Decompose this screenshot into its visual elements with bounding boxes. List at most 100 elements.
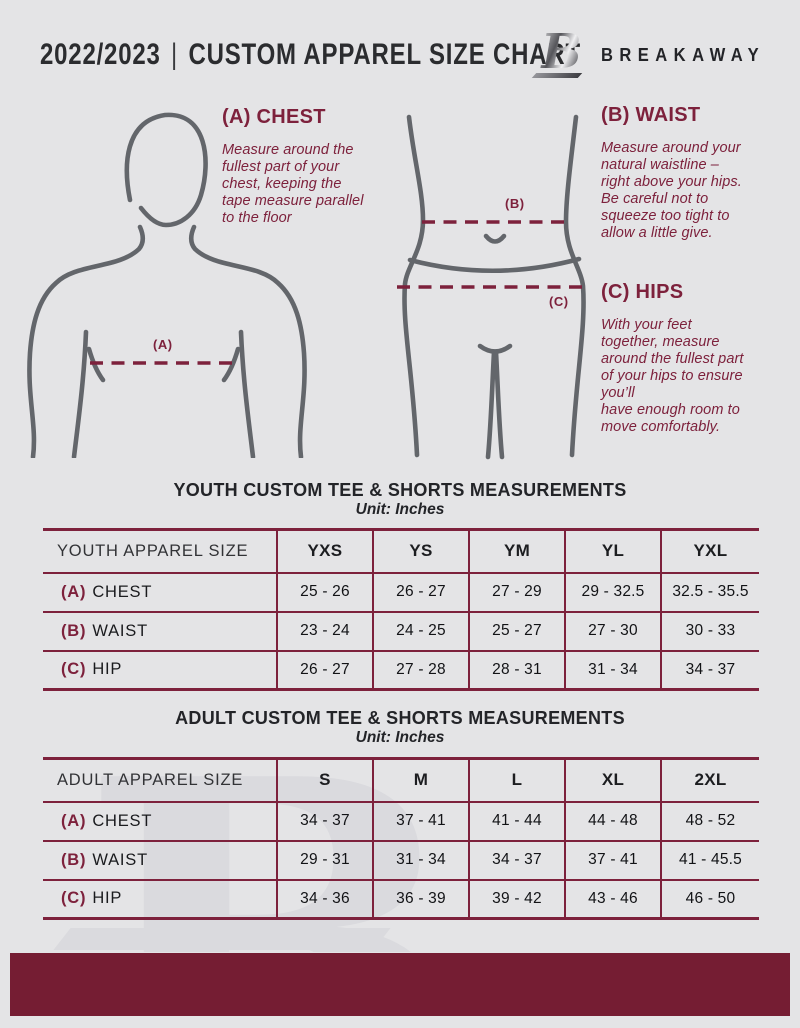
row-title: WAIST [92, 621, 148, 640]
adult-table-title: ADULT CUSTOM TEE & SHORTS MEASUREMENTS [175, 708, 625, 728]
waist-instructions: (B) WAIST Measure around your natural wa… [601, 104, 800, 242]
logo-b-letter: B [536, 24, 597, 80]
youth-col-ys: YS [372, 529, 469, 573]
figure-navel [483, 233, 507, 244]
measurement-cell: 44 - 48 [564, 801, 661, 841]
measurement-cell: 27 - 28 [372, 650, 469, 690]
row-prefix: (A) [61, 811, 87, 830]
adult-col-s: S [276, 758, 373, 802]
hips-heading: (C) HIPS [601, 281, 684, 303]
row-prefix: (C) [61, 889, 87, 908]
waist-body-text: Measure around your natural waistline – … [601, 140, 742, 241]
title-year: 2022/2023 [40, 38, 161, 71]
row-title: HIP [92, 889, 123, 908]
measurement-cell: 27 - 29 [468, 572, 565, 612]
measurement-cell: 34 - 37 [468, 840, 565, 880]
measurement-cell: 34 - 37 [660, 650, 759, 690]
adult-waist-row: (B) WAIST 29 - 31 31 - 34 34 - 37 37 - 41… [43, 840, 759, 880]
measurement-cell: 25 - 26 [276, 572, 373, 612]
chest-body-text: Measure around the fullest part of your … [222, 142, 364, 226]
figure-head [124, 112, 208, 228]
figure-right-armpit-crease [221, 346, 241, 383]
watermark-underline [53, 928, 391, 950]
waist-heading: (B) WAIST [601, 104, 701, 126]
hips-line-label: (C) [549, 294, 569, 309]
adult-col-l: L [468, 758, 565, 802]
youth-size-table: YOUTH APPAREL SIZE YXS YS YM YL YXL (A) C… [43, 528, 759, 691]
youth-waist-row: (B) WAIST 23 - 24 24 - 25 25 - 27 27 - 30… [43, 611, 759, 651]
adult-size-table: ADULT APPAREL SIZE S M L XL 2XL (A) CHEST… [43, 757, 759, 920]
measurement-cell: 34 - 36 [276, 879, 373, 919]
figure-right-shoulder-arm [188, 224, 307, 458]
measurement-cell: 36 - 39 [372, 879, 469, 919]
measurement-cell: 34 - 37 [276, 801, 373, 841]
youth-header-row: YOUTH APPAREL SIZE YXS YS YM YL YXL [43, 529, 759, 573]
measurement-cell: 30 - 33 [660, 611, 759, 651]
measurement-cell: 26 - 27 [372, 572, 469, 612]
title-text: CUSTOM APPAREL SIZE CHART [188, 38, 581, 71]
measurement-cell: 46 - 50 [660, 879, 759, 919]
measurement-cell: 32.5 - 35.5 [660, 572, 759, 612]
measurement-cell: 28 - 31 [468, 650, 565, 690]
row-prefix: (C) [61, 660, 87, 679]
measurement-cell: 31 - 34 [372, 840, 469, 880]
measurement-cell: 41 - 44 [468, 801, 565, 841]
adult-col-m: M [372, 758, 469, 802]
adult-chest-row: (A) CHEST 34 - 37 37 - 41 41 - 44 44 - 48… [43, 801, 759, 841]
measurement-cell: 27 - 30 [564, 611, 661, 651]
row-title: HIP [92, 660, 123, 679]
adult-header-row: ADULT APPAREL SIZE S M L XL 2XL [43, 758, 759, 802]
row-title: CHEST [92, 582, 153, 601]
figure-right-inner-arm [238, 329, 256, 458]
youth-col-yxl: YXL [660, 529, 759, 573]
measurement-cell: 29 - 31 [276, 840, 373, 880]
measurement-cell: 37 - 41 [564, 840, 661, 880]
figure-right-side [563, 114, 586, 458]
brand-name: BREAKAWAY [601, 45, 766, 65]
adult-col-xl: XL [564, 758, 661, 802]
youth-chest-row: (A) CHEST 25 - 26 26 - 27 27 - 29 29 - 32… [43, 572, 759, 612]
footer-bar [10, 953, 790, 1016]
figure-left-inner-leg [485, 349, 497, 460]
youth-col-ym: YM [468, 529, 565, 573]
figure-left-shoulder-arm [27, 224, 146, 458]
measurement-cell: 37 - 41 [372, 801, 469, 841]
figure-left-side [402, 114, 426, 458]
chest-instructions: (A) CHEST Measure around the fullest par… [222, 106, 422, 227]
row-prefix: (B) [61, 621, 87, 640]
measurement-cell: 25 - 27 [468, 611, 565, 651]
row-title: WAIST [92, 850, 148, 869]
measurement-cell: 26 - 27 [276, 650, 373, 690]
row-prefix: (B) [61, 850, 87, 869]
waist-line-label: (B) [505, 196, 525, 211]
waist-hips-figure-illustration [397, 114, 587, 460]
page-title: 2022/2023 | CUSTOM APPAREL SIZE CHART [40, 38, 581, 72]
adult-table-unit: Unit: Inches [355, 729, 445, 746]
measurement-cell: 29 - 32.5 [564, 572, 661, 612]
logo-underline [531, 73, 583, 78]
chest-line-label: (A) [153, 337, 173, 352]
breakaway-logo-icon: B [531, 24, 593, 80]
chest-figure-illustration [27, 112, 307, 458]
measurement-cell: 39 - 42 [468, 879, 565, 919]
measurement-cell: 48 - 52 [660, 801, 759, 841]
figure-right-inner-leg [493, 349, 505, 460]
adult-hip-row: (C) HIP 34 - 36 36 - 39 39 - 42 43 - 46 4… [43, 879, 759, 919]
measurement-cell: 24 - 25 [372, 611, 469, 651]
youth-col-yxs: YXS [276, 529, 373, 573]
hips-body-text: With your feet together, measure around … [601, 317, 744, 435]
measurement-cell: 31 - 34 [564, 650, 661, 690]
adult-size-column-header: ADULT APPAREL SIZE [57, 770, 244, 789]
chest-heading: (A) CHEST [222, 106, 326, 128]
youth-size-column-header: YOUTH APPAREL SIZE [57, 541, 249, 560]
figure-left-armpit-crease [86, 346, 106, 383]
adult-col-2xl: 2XL [660, 758, 759, 802]
measurement-cell: 41 - 45.5 [660, 840, 759, 880]
title-separator: | [171, 38, 179, 71]
youth-hip-row: (C) HIP 26 - 27 27 - 28 28 - 31 31 - 34 3… [43, 650, 759, 690]
measurement-cell: 43 - 46 [564, 879, 661, 919]
youth-col-yl: YL [564, 529, 661, 573]
figure-left-inner-arm [71, 329, 89, 458]
hips-instructions: (C) HIPS With your feet together, measur… [601, 281, 800, 436]
